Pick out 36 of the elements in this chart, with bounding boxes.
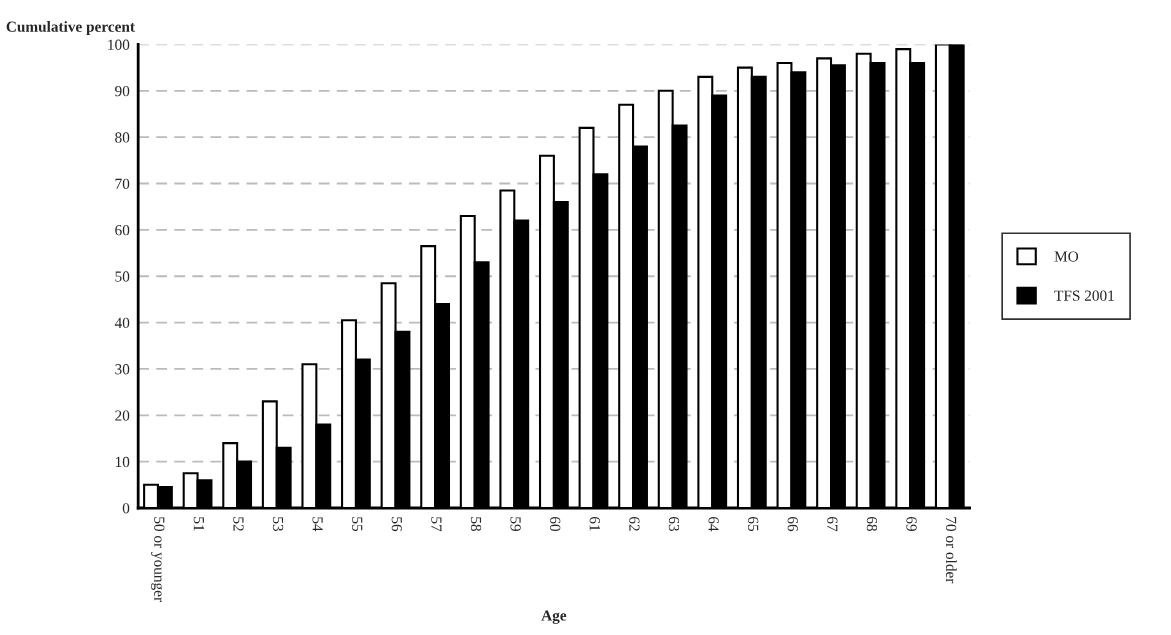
- x-tick-label: 68: [866, 516, 878, 532]
- x-tick-label: 59: [510, 517, 521, 531]
- y-tick-label: 30: [115, 364, 130, 375]
- y-tick-label: 90: [115, 85, 130, 97]
- x-tick-label: 50 or younger: [151, 517, 165, 602]
- x-tick-label: 62: [629, 516, 640, 531]
- y-tick-label: 0: [122, 503, 130, 514]
- x-tick-label: 52: [233, 517, 244, 531]
- x-tick-label: 61: [589, 516, 600, 531]
- y-tick-label: 40: [114, 317, 130, 329]
- x-tick-label: 55: [352, 517, 363, 532]
- legend-label: MO: [1054, 251, 1079, 262]
- y-tick-label: 100: [108, 39, 130, 50]
- y-tick-label: 20: [115, 410, 130, 421]
- y-tick-label: 60: [115, 225, 130, 236]
- x-tick-label: 57: [431, 517, 442, 532]
- x-tick-label: 51: [193, 517, 204, 531]
- y-tick-label: 50: [115, 271, 130, 282]
- x-tick-label: 70 or older: [945, 517, 957, 584]
- x-tick-label: 67: [827, 516, 838, 532]
- y-tick-label: 70: [115, 178, 130, 189]
- x-tick-label: 63: [668, 516, 680, 532]
- x-axis-title: Age: [541, 610, 567, 624]
- y-tick-label: 80: [115, 132, 130, 143]
- x-tick-label: 58: [470, 517, 482, 532]
- x-tick-label: 66: [787, 516, 798, 532]
- x-tick-label: 54: [312, 517, 323, 532]
- y-axis-title: Cumulative percent: [6, 21, 135, 35]
- y-tick-label: 10: [115, 456, 130, 468]
- x-tick-label: 64: [708, 516, 719, 532]
- x-tick-label: 69: [906, 516, 917, 531]
- x-tick-label: 53: [272, 517, 284, 532]
- x-tick-label: 60: [550, 516, 561, 532]
- legend-label: TFS 2001: [1054, 290, 1114, 301]
- x-tick-label: 56: [391, 517, 402, 532]
- x-tick-label: 65: [748, 516, 759, 532]
